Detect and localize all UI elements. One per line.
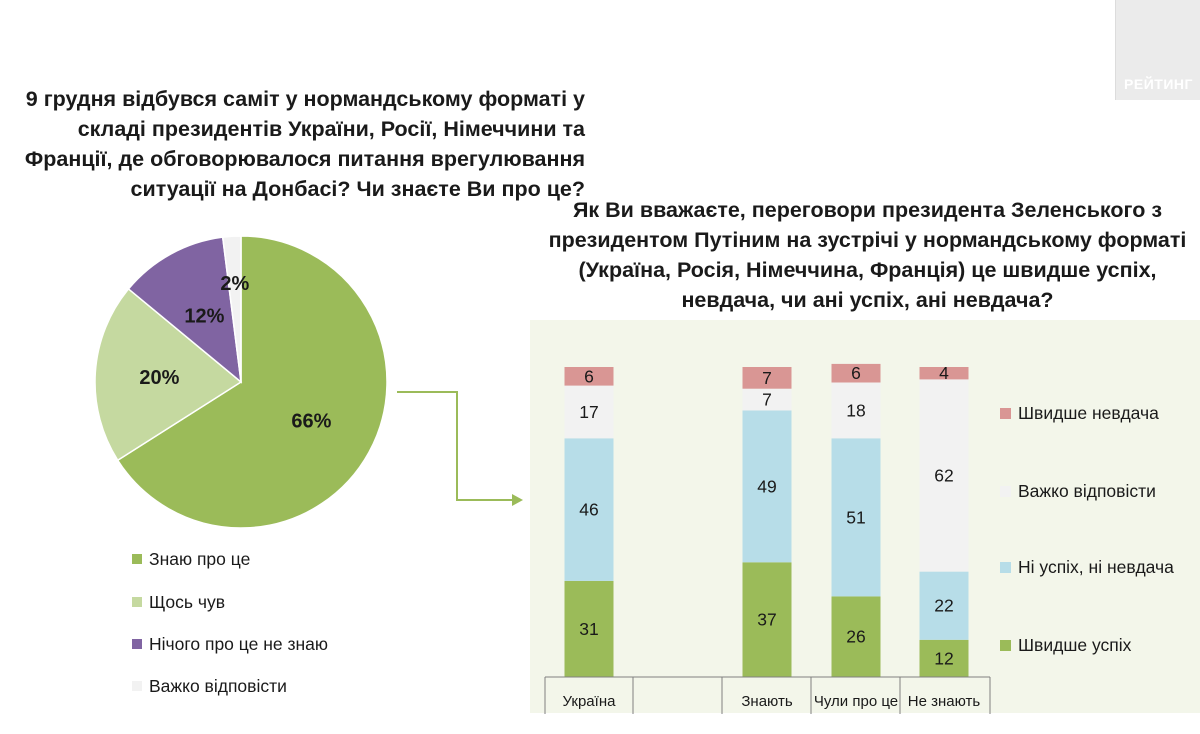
legend-label: Швидше успіх: [1018, 635, 1132, 655]
bar-segment: [742, 562, 792, 677]
connector-arrowhead: [512, 494, 523, 506]
bar-segment: [831, 438, 881, 597]
legend-swatch: [1000, 486, 1011, 497]
legend-label: Щось чув: [149, 592, 226, 612]
bar-data-label: 6: [851, 363, 861, 383]
pie-slice: [94, 287, 243, 462]
pie-data-label: 20%: [139, 367, 179, 389]
pie-chart: 66% 20% 12% 2%: [94, 235, 388, 529]
bar-segment: [742, 367, 792, 389]
legend-swatch: [1000, 640, 1011, 651]
pie-data-label: 12%: [184, 306, 224, 328]
bar-data-label: 22: [934, 596, 953, 616]
category-tick-label: Знають: [741, 693, 792, 710]
legend-label: Нічого про це не знаю: [149, 634, 328, 654]
legend-swatch: [1000, 562, 1011, 573]
bar-data-label: 18: [846, 400, 865, 420]
bar-segment: [831, 363, 881, 383]
legend-label: Важко відповісти: [149, 676, 287, 696]
pie-data-label: 66%: [291, 411, 331, 433]
bar-chart-title: Як Ви вважаєте, переговори президента Зе…: [548, 198, 1187, 312]
bar-data-label: 12: [934, 648, 953, 668]
bar-data-label: 51: [846, 507, 865, 527]
legend-swatch: [132, 681, 142, 691]
bar-segment: [919, 571, 969, 640]
category-tick-label: Не знають: [908, 693, 981, 710]
bar-segment: [564, 438, 614, 581]
bar-data-label: 4: [939, 363, 949, 383]
bar-segment: [564, 385, 614, 439]
pie-legend-item: Щось чув: [132, 592, 225, 612]
brand-logo-text: РЕЙТИНГ: [1124, 76, 1193, 92]
legend-swatch: [132, 597, 142, 607]
pie-legend-item: Важко відповісти: [132, 676, 287, 696]
legend-swatch: [1000, 408, 1011, 419]
bar-data-label: 7: [762, 368, 772, 388]
stacked-bar-chart: 31 46 17 6 37 49 77 26 51 18 6 12 22 62 4: [564, 363, 969, 677]
bar-segment: [919, 367, 969, 380]
bar-segment: [564, 367, 614, 386]
connector-arrow: [397, 391, 513, 501]
bar-data-label: 26: [846, 627, 865, 647]
bar-data-label: 62: [934, 466, 953, 486]
bar-data-label: 46: [579, 500, 598, 520]
legend-label: Ні успіх, ні невдача: [1018, 557, 1174, 577]
bar-data-label: 31: [579, 619, 598, 639]
legend-swatch: [132, 639, 142, 649]
bar-segment: [831, 382, 881, 439]
pie-slice: [127, 236, 242, 384]
bar-legend-item: Швидше невдача: [1000, 403, 1159, 423]
bar-data-label: 37: [757, 610, 776, 630]
bar-segment: [919, 379, 969, 572]
legend-label: Швидше невдача: [1018, 403, 1159, 423]
pie-slice: [221, 235, 242, 383]
category-tick-label: Україна: [563, 693, 617, 710]
category-tick-label: Чули про це: [814, 693, 898, 710]
bar-legend-item: Ні успіх, ні невдача: [1000, 557, 1174, 577]
pie-legend-item: Нічого про це не знаю: [132, 634, 328, 654]
bar-segment: [564, 580, 614, 677]
bar-data-label: 6: [584, 366, 594, 386]
legend-label: Важко відповісти: [1018, 481, 1156, 501]
pie-slice: [116, 235, 388, 529]
bar-chart-axis: Україна Знають Чули про це Не знають: [544, 676, 991, 714]
brand-logo: РЕЙТИНГ: [1115, 0, 1200, 100]
bar-data-label: 7: [762, 390, 772, 410]
bar-data-label: 49: [757, 476, 776, 496]
bar-legend-item: Швидше успіх: [1000, 635, 1131, 655]
bar-segment: [919, 639, 969, 677]
bar-data-label: 17: [579, 402, 598, 422]
pie-chart-title: 9 грудня відбувся саміт у нормандському …: [24, 87, 585, 201]
legend-swatch: [132, 554, 142, 564]
pie-legend-item: Знаю про це: [132, 549, 250, 569]
pie-data-label: 2%: [220, 273, 249, 295]
bar-legend-item: Важко відповісти: [1000, 481, 1156, 501]
bar-segment: [742, 410, 792, 563]
bar-segment: [742, 388, 792, 411]
bar-segment: [831, 596, 881, 677]
legend-label: Знаю про це: [149, 549, 251, 569]
